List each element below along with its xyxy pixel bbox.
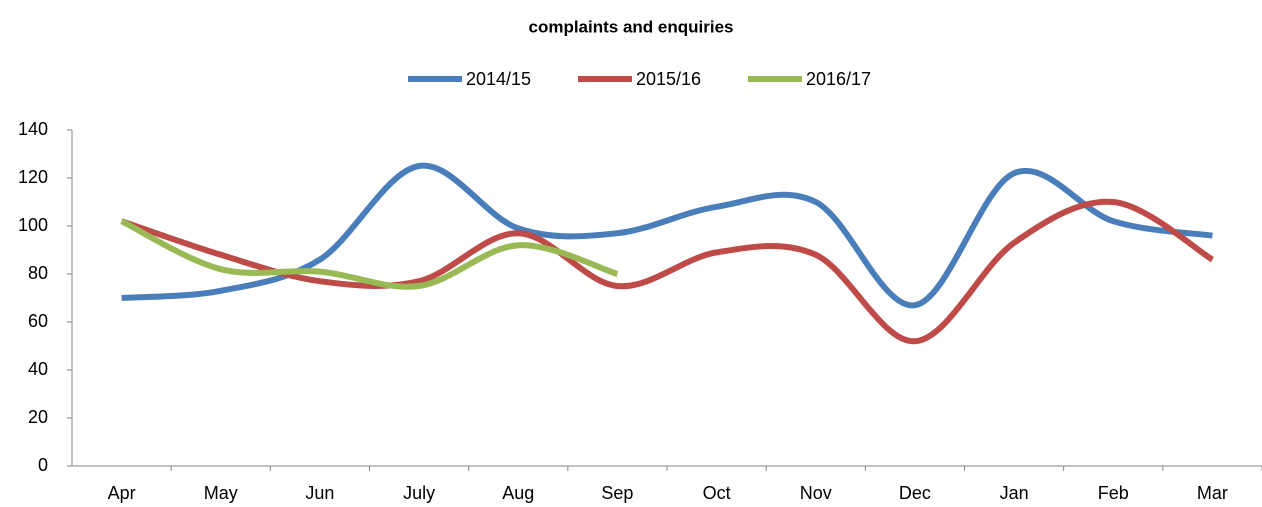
series-line xyxy=(120,218,619,290)
x-tick-label: Aug xyxy=(502,483,534,503)
series-line xyxy=(121,162,1213,309)
chart-title: complaints and enquiries xyxy=(529,17,734,36)
legend-label: 2015/16 xyxy=(636,69,701,89)
y-tick-label: 20 xyxy=(28,407,48,427)
x-tick-label: Sep xyxy=(601,483,633,503)
x-tick-label: July xyxy=(403,483,435,503)
y-tick-label: 0 xyxy=(38,455,48,475)
x-tick-label: Jun xyxy=(305,483,334,503)
y-tick-label: 140 xyxy=(18,119,48,139)
series-line xyxy=(120,198,1215,345)
x-tick-label: Nov xyxy=(800,483,832,503)
x-tick-label: Jan xyxy=(1000,483,1029,503)
x-tick-label: Oct xyxy=(703,483,731,503)
legend-label: 2016/17 xyxy=(806,69,871,89)
x-tick-label: Feb xyxy=(1098,483,1129,503)
x-tick-label: May xyxy=(204,483,238,503)
y-tick-label: 80 xyxy=(28,263,48,283)
x-tick-label: Mar xyxy=(1197,483,1228,503)
y-tick-label: 60 xyxy=(28,311,48,331)
x-tick-label: Dec xyxy=(899,483,931,503)
y-tick-label: 40 xyxy=(28,359,48,379)
y-tick-label: 100 xyxy=(18,215,48,235)
x-tick-label: Apr xyxy=(108,483,136,503)
legend-label: 2014/15 xyxy=(466,69,531,89)
y-tick-label: 120 xyxy=(18,167,48,187)
